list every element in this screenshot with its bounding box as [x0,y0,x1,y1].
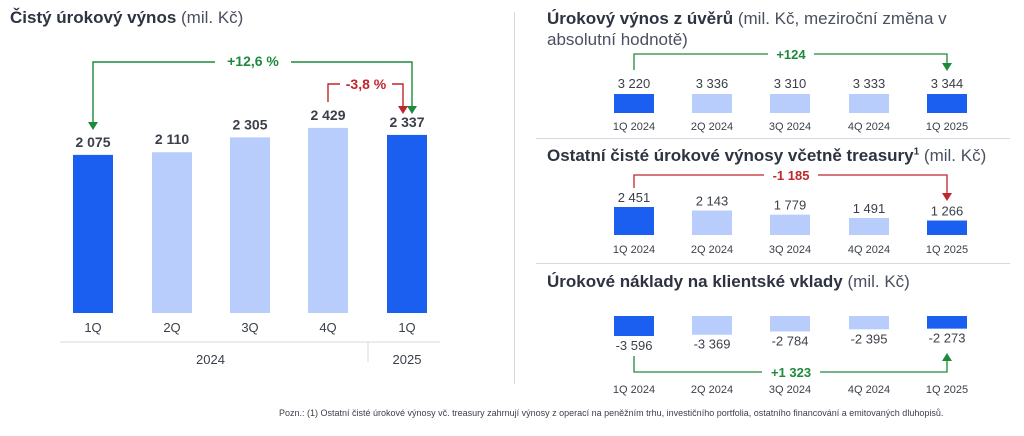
bar [927,316,967,329]
growth-arrowhead [942,353,952,361]
annotation-bg [768,45,814,62]
bar [770,94,810,113]
data-label: 3 336 [696,76,729,91]
bar [927,220,967,235]
data-label: 2 305 [232,116,267,132]
bar [692,210,732,235]
data-label: 1 491 [853,201,886,216]
data-label: -2 784 [772,333,809,348]
bar [230,137,270,313]
data-label: 3 220 [618,76,651,91]
data-label: 2 429 [310,107,345,123]
x-tick-label: 1Q [84,320,101,335]
data-label: 2 143 [696,194,729,209]
x-tick-label: 1Q [398,320,415,335]
x-tick-label: 1Q 2025 [926,121,968,133]
growth-arrowhead [942,63,952,71]
x-tick-label: 1Q 2025 [926,244,968,256]
chart4-plot: -3 596 -3 369 -2 784 -2 395 -2 273 1Q 2024 2Q … [613,316,968,396]
x-tick-label: 2Q 2024 [691,121,733,133]
bar [152,152,192,313]
annotation-label: +12,6 % [227,53,279,69]
bar [849,94,889,113]
data-label: 1 779 [774,198,807,213]
chart3-title: Ostatní čisté úrokové výnosy včetně trea… [547,146,987,165]
bar [614,316,654,336]
bar [614,207,654,235]
vertical-divider [514,12,515,384]
data-label: -2 395 [851,331,888,346]
x-tick-label: 1Q 2024 [613,384,655,396]
data-label: 2 110 [155,131,189,147]
bar [692,94,732,113]
data-label: 3 310 [774,76,807,91]
annotation-bg [340,75,392,93]
footnote: Pozn.: (1) Ostatní čisté úrokové výnosy … [279,408,944,418]
separator-line [536,263,1010,264]
chart1-plot: 2 075 1Q 2 110 2Q 2 305 3Q 2 429 4Q 2 337 1Q 2024 2… [60,52,440,367]
chart1-title: Čistý úrokový výnos (mil. Kč) [10,8,244,27]
annotation-label: -1 185 [773,168,810,183]
chart2-plot: 3 220 3 336 3 310 3 333 3 344 1Q 2024 2Q 2024 3… [613,45,968,133]
bar [692,316,732,335]
chart4-title: Úrokové náklady na klientské vklady (mil… [547,272,910,291]
group-label: 2024 [196,352,225,367]
bar [849,217,889,235]
annotation-label: -3,8 % [346,76,387,92]
x-tick-label: 1Q 2025 [926,384,968,396]
chart3-plot: 2 451 2 143 1 779 1 491 1 266 1Q 2024 2Q 2024 3… [613,166,968,256]
bar [849,316,889,330]
group-label: 2025 [393,352,422,367]
x-tick-label: 1Q 2024 [613,244,655,256]
growth-arrowhead [88,122,98,130]
bar [387,134,427,313]
data-label: 2 337 [389,114,424,130]
x-tick-label: 3Q 2024 [769,244,811,256]
bar [614,94,654,113]
x-tick-label: 4Q 2024 [848,384,890,396]
annotation-bg [764,166,818,183]
x-tick-label: 4Q 2024 [848,244,890,256]
x-tick-label: 2Q [163,320,180,335]
chart2-title: Úrokový výnos z úvěrů (mil. Kč, meziročn… [547,9,947,49]
x-tick-label: 4Q [319,320,336,335]
growth-arrowhead [407,106,417,114]
data-label: 1 266 [931,204,964,219]
bar [770,316,810,332]
data-label: 2 075 [75,134,110,150]
data-label: 3 333 [853,76,886,91]
bar [308,127,348,313]
annotation-bg [215,52,291,70]
bar [73,154,113,313]
data-label: 3 344 [931,76,964,91]
x-tick-label: 2Q 2024 [691,384,733,396]
bar [770,214,810,235]
x-tick-label: 4Q 2024 [848,121,890,133]
annotation-label: +124 [776,47,806,62]
decline-arrowhead [942,193,952,201]
data-label: -3 369 [694,337,731,352]
x-tick-label: 2Q 2024 [691,244,733,256]
x-tick-label: 3Q 2024 [769,384,811,396]
x-tick-label: 3Q [241,320,258,335]
data-label: -2 273 [929,331,966,346]
data-label: 2 451 [618,190,651,205]
x-tick-label: 1Q 2024 [613,121,655,133]
bar [927,94,967,113]
decline-arrowhead [398,106,408,114]
annotation-label: +1 323 [771,365,811,380]
data-label: -3 596 [616,338,653,353]
x-tick-label: 3Q 2024 [769,121,811,133]
annotation-bg [762,363,820,380]
separator-line [536,138,1010,139]
